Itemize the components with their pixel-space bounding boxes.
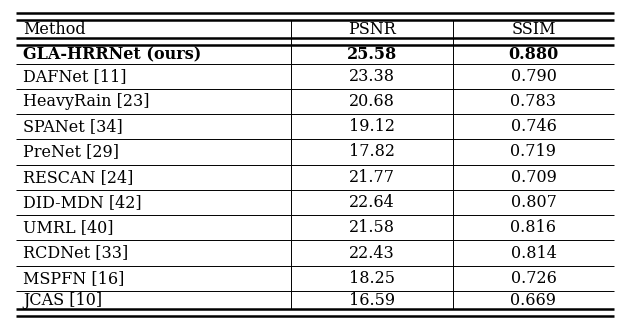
- Text: SSIM: SSIM: [511, 21, 556, 38]
- Text: 0.746: 0.746: [510, 118, 556, 135]
- Text: MSPFN [16]: MSPFN [16]: [23, 270, 125, 287]
- Text: 0.807: 0.807: [510, 194, 556, 211]
- Text: 23.38: 23.38: [349, 68, 395, 85]
- Text: GLA-HRRNet (ours): GLA-HRRNet (ours): [23, 46, 202, 63]
- Text: 0.814: 0.814: [510, 244, 556, 261]
- Text: JCAS [10]: JCAS [10]: [23, 291, 103, 308]
- Text: 0.790: 0.790: [510, 68, 556, 85]
- Text: 0.719: 0.719: [510, 143, 556, 160]
- Text: 0.709: 0.709: [510, 169, 556, 186]
- Text: SPANet [34]: SPANet [34]: [23, 118, 123, 135]
- Text: 18.25: 18.25: [349, 270, 395, 287]
- Text: 0.880: 0.880: [508, 46, 559, 63]
- Text: 0.816: 0.816: [510, 219, 556, 236]
- Text: 19.12: 19.12: [349, 118, 395, 135]
- Text: 17.82: 17.82: [349, 143, 395, 160]
- Text: DID-MDN [42]: DID-MDN [42]: [23, 194, 142, 211]
- Text: 0.783: 0.783: [510, 93, 556, 110]
- Text: 25.58: 25.58: [346, 46, 397, 63]
- Text: 21.77: 21.77: [349, 169, 395, 186]
- Text: PSNR: PSNR: [348, 21, 396, 38]
- Text: 20.68: 20.68: [349, 93, 395, 110]
- Text: 0.669: 0.669: [510, 291, 556, 308]
- Text: 22.64: 22.64: [349, 194, 395, 211]
- Text: DAFNet [11]: DAFNet [11]: [23, 68, 127, 85]
- Text: PreNet [29]: PreNet [29]: [23, 143, 119, 160]
- Text: RCDNet [33]: RCDNet [33]: [23, 244, 129, 261]
- Text: 21.58: 21.58: [349, 219, 395, 236]
- Text: 16.59: 16.59: [349, 291, 395, 308]
- Text: 22.43: 22.43: [349, 244, 395, 261]
- Text: Method: Method: [23, 21, 86, 38]
- Text: HeavyRain [23]: HeavyRain [23]: [23, 93, 150, 110]
- Text: RESCAN [24]: RESCAN [24]: [23, 169, 134, 186]
- Text: UMRL [40]: UMRL [40]: [23, 219, 114, 236]
- Text: 0.726: 0.726: [510, 270, 556, 287]
